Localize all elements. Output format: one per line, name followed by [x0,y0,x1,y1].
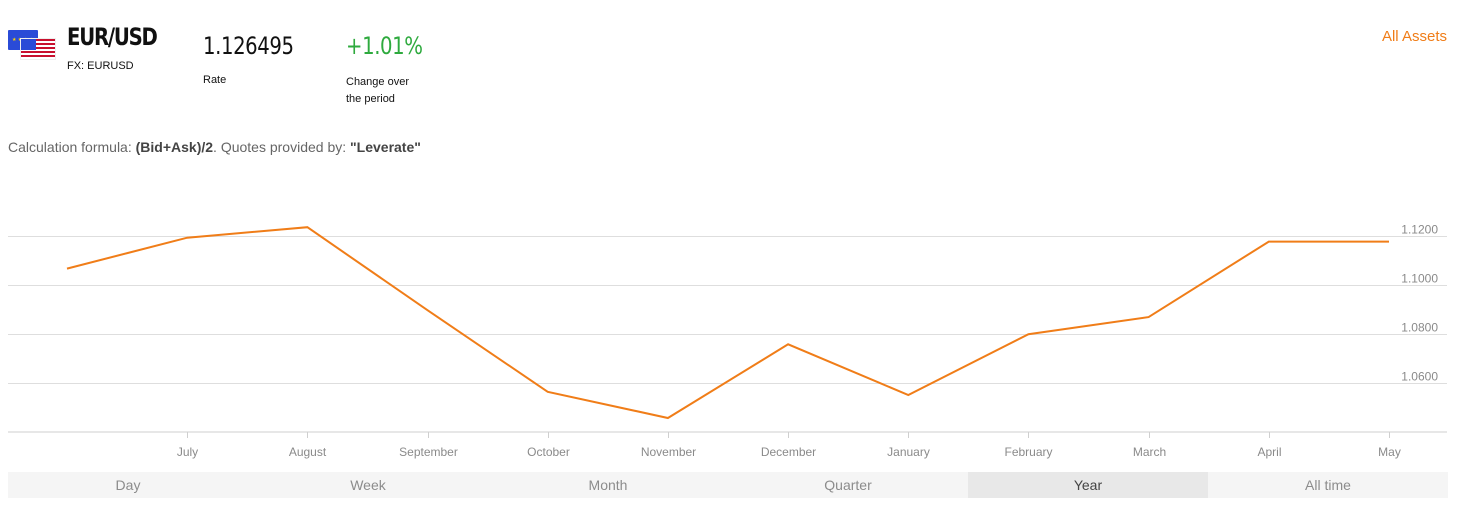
rate-value: 1.126495 [203,32,294,60]
period-tab-day[interactable]: Day [115,477,141,493]
period-tab-month[interactable]: Month [588,477,628,493]
y-tick-label: 1.1000 [1401,272,1438,286]
asset-symbol: EUR/USD [67,23,158,51]
series-line [66,226,1389,420]
all-assets-link[interactable]: All Assets [1381,28,1447,45]
y-tick-label: 1.1200 [1401,223,1438,237]
calculation-formula: Calculation formula: (Bid+Ask)/2. Quotes… [8,139,421,155]
y-tick-label: 1.0600 [1401,370,1438,384]
us-flag-icon [20,38,56,60]
formula-prefix: Calculation formula: [8,139,136,155]
x-tick-label: May [1378,445,1401,459]
formula-expression: (Bid+Ask)/2 [135,139,214,155]
x-tick-label: March [1133,445,1166,459]
x-tick-label: October [527,445,570,459]
x-tick-label: February [1004,445,1052,459]
quote-provider: "Leverate" [350,139,421,155]
period-tab-year[interactable]: Year [968,472,1208,498]
period-tab-week[interactable]: Week [350,477,386,493]
y-tick-label: 1.0800 [1401,321,1438,335]
change-value: +1.01% [346,32,423,60]
change-label: Change over the period [346,76,409,105]
rate-line-chart: 1.0600 1.0800 1.1000 1.1200 July August Septem… [8,223,1447,459]
x-tick-label: September [399,445,458,459]
x-tick-label: April [1257,445,1281,459]
rate-label: Rate [203,74,227,86]
x-tick-label: January [887,445,930,459]
x-tick-label: August [289,445,327,459]
period-tab-quarter[interactable]: Quarter [824,477,872,493]
x-tick-label: December [761,445,816,459]
period-selector: Day Week Month Quarter Year All time [8,472,1448,498]
formula-middle: . Quotes provided by: [213,139,351,155]
period-tab-all-time[interactable]: All time [1305,477,1351,493]
currency-flags-icon: ★ ★ ★ ★ [8,30,56,60]
x-tick-label: July [177,445,198,459]
asset-sub-label: FX: EURUSD [67,60,134,72]
x-tick-label: November [641,445,696,459]
